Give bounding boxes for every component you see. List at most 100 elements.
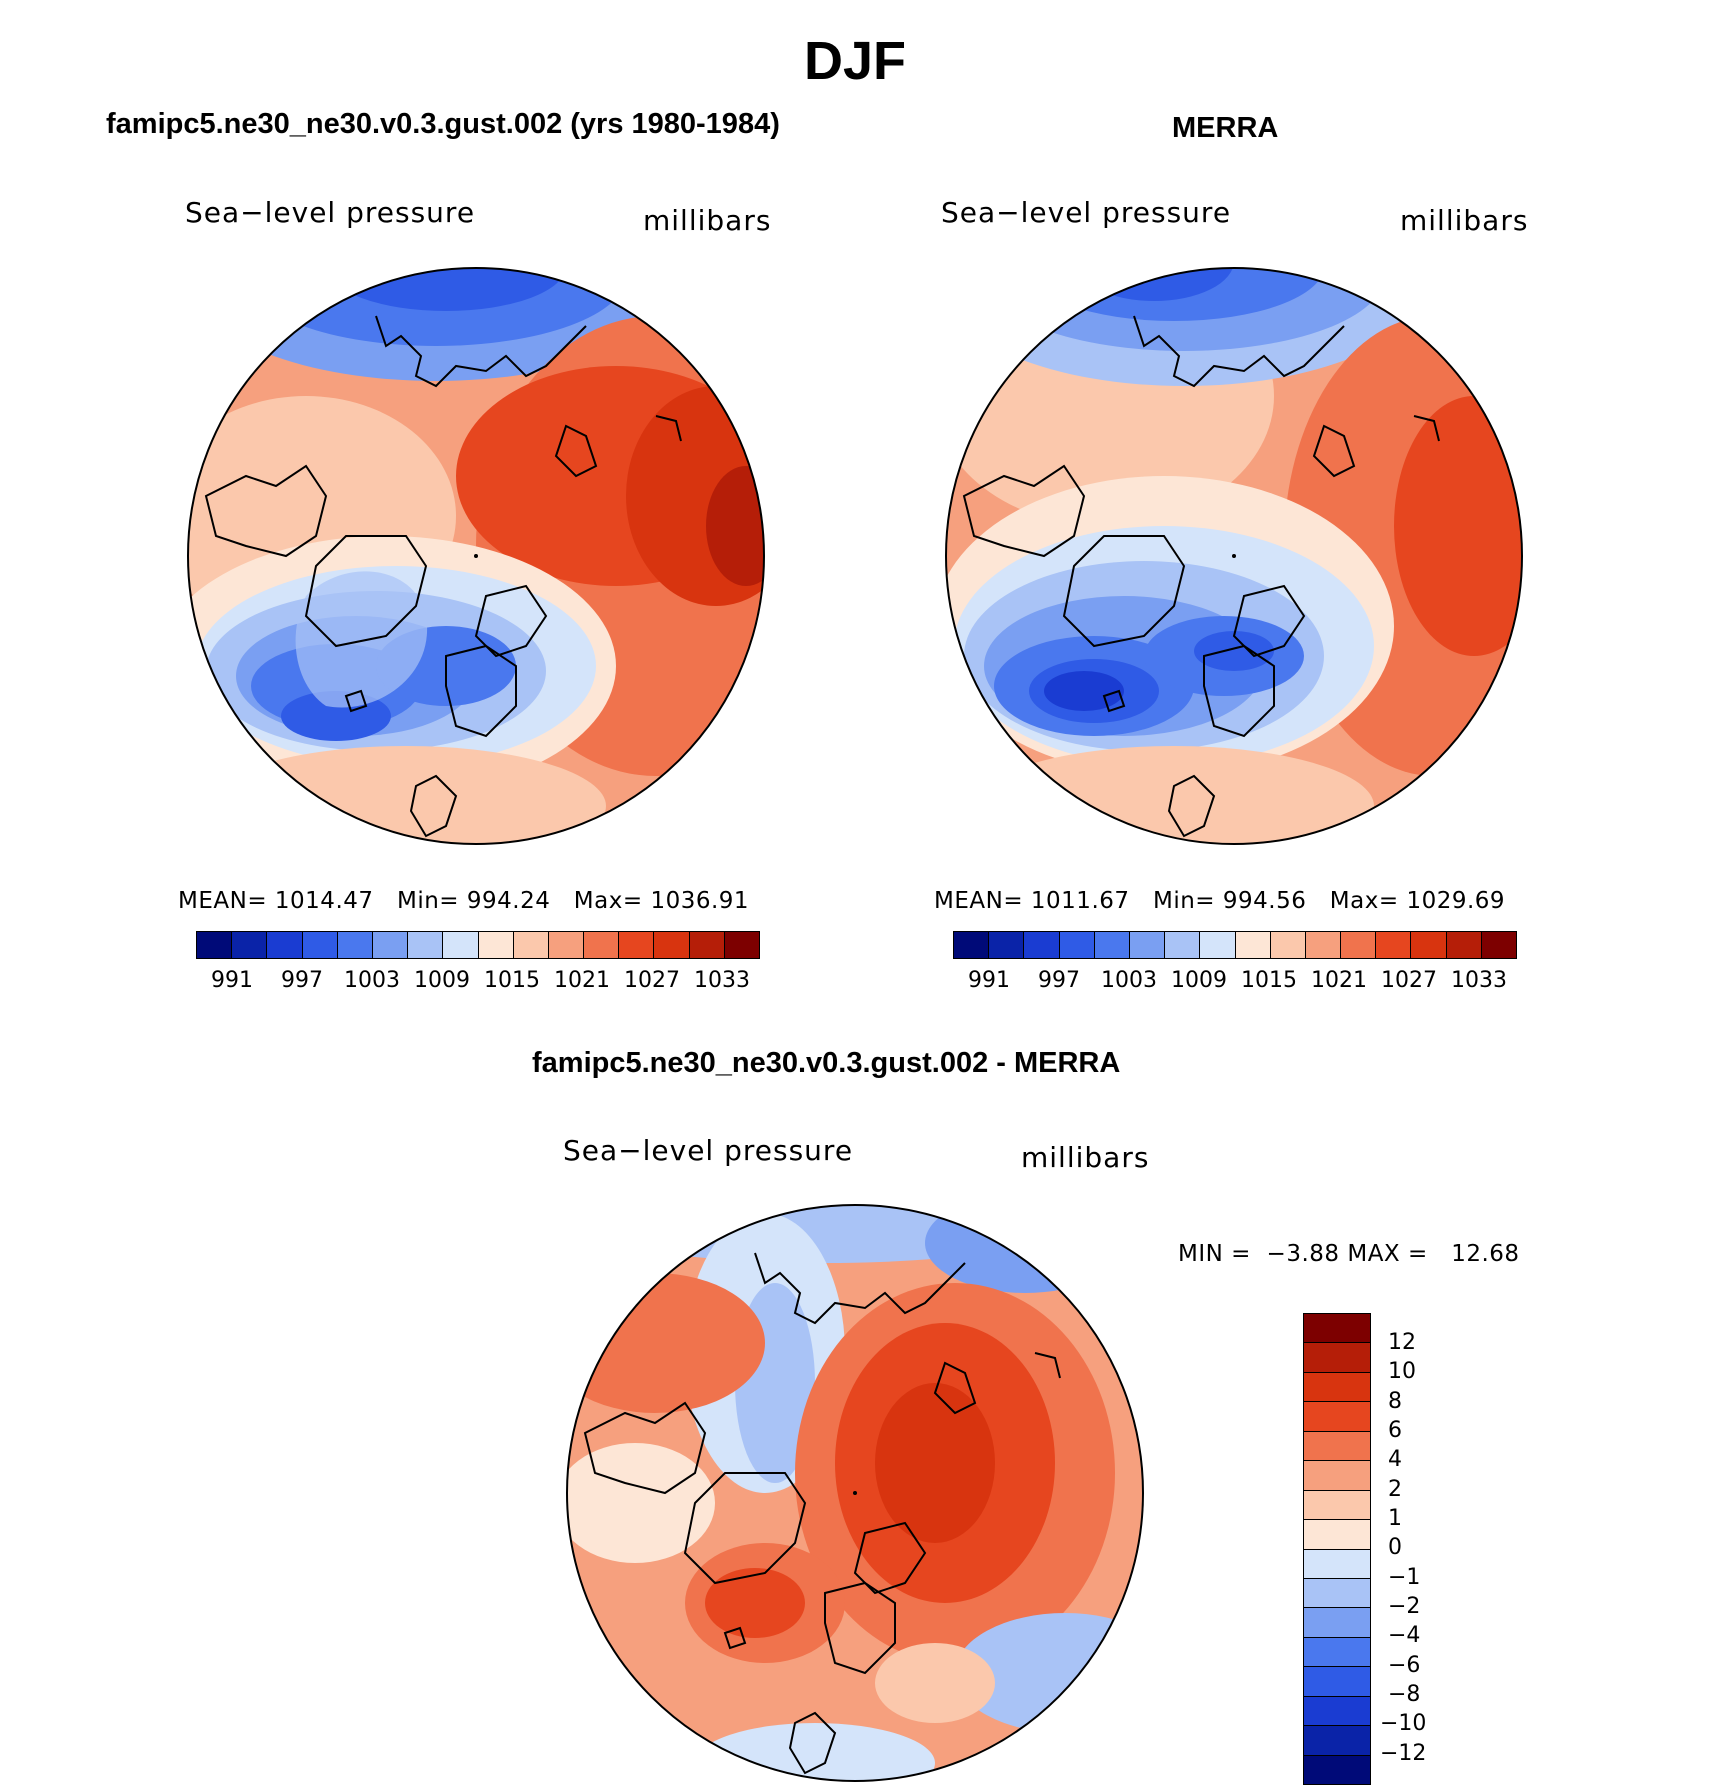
colorbar-swatch: [548, 932, 585, 958]
max-label: Max=: [1329, 888, 1399, 914]
colorbar-tick: 1009: [1171, 968, 1227, 993]
colorbar-tick: 12: [1388, 1330, 1416, 1355]
colorbar-swatch: [1304, 1755, 1370, 1784]
colorbar-tick: 991: [211, 968, 253, 993]
variable-label-difference: Sea−level pressure: [563, 1134, 854, 1167]
colorbar-tick: 1003: [1101, 968, 1157, 993]
colorbar-swatch: [1304, 1726, 1370, 1756]
colorbar-swatch: [478, 932, 514, 958]
colorbar-swatch: [408, 932, 444, 958]
colorbar-swatch: [1304, 1608, 1370, 1638]
colorbar-tick: 1015: [484, 968, 540, 993]
panel-title-difference: famipc5.ne30_ne30.v0.3.gust.002 - MERRA: [532, 1047, 1121, 1079]
min-value: 994.24: [466, 888, 551, 914]
colorbar-swatch: [954, 932, 990, 958]
colorbar-swatch: [1270, 932, 1306, 958]
colorbar-tick: −4: [1388, 1623, 1421, 1648]
colorbar-tick: 10: [1388, 1359, 1416, 1384]
colorbar-swatch: [1376, 932, 1412, 958]
colorbar-swatch: [337, 932, 373, 958]
colorbar-tick: 4: [1388, 1447, 1402, 1472]
colorbar-tick: −1: [1388, 1565, 1421, 1590]
colorbar-tick: 991: [968, 968, 1010, 993]
colorbar-swatch: [619, 932, 655, 958]
variable-label-model: Sea−level pressure: [185, 196, 476, 229]
colorbar-tick: 6: [1388, 1418, 1402, 1443]
max-value: 12.68: [1451, 1241, 1520, 1267]
colorbar-swatch: [372, 932, 409, 958]
polar-map-model: [187, 267, 765, 845]
colorbar-swatch: [1341, 932, 1377, 958]
max-value: 1029.69: [1406, 888, 1506, 914]
colorbar-swatch: [1304, 1431, 1370, 1462]
colorbar-tick: 1027: [1381, 968, 1437, 993]
min-label: MIN =: [1178, 1241, 1251, 1267]
colorbar-swatch: [1304, 1402, 1370, 1432]
colorbar-swatch: [1200, 932, 1236, 958]
colorbar-swatch: [1235, 932, 1271, 958]
colorbar-tick: −12: [1380, 1741, 1427, 1766]
colorbar-tick: 1: [1388, 1506, 1402, 1531]
colorbar-swatch: [724, 932, 759, 958]
colorbar-tick: 2: [1388, 1477, 1402, 1502]
units-label-difference: millibars: [1021, 1141, 1150, 1174]
colorbar-swatch: [1304, 1461, 1370, 1491]
units-label-model: millibars: [643, 204, 772, 237]
colorbar-swatch: [1059, 932, 1095, 958]
colorbar-swatch: [1304, 1667, 1370, 1697]
colorbar-swatch: [1304, 1520, 1370, 1550]
colorbar-swatch: [1304, 1490, 1370, 1521]
colorbar-tick: 1033: [1451, 968, 1507, 993]
colorbar-swatch: [1446, 932, 1482, 958]
colorbar-swatch: [443, 932, 479, 958]
colorbar-swatch: [1304, 1549, 1370, 1579]
colorbar-tick: 0: [1388, 1535, 1402, 1560]
panel-title-merra: MERRA: [1172, 112, 1279, 144]
stats-difference: MIN = −3.88 MAX = 12.68: [1178, 1241, 1520, 1267]
colorbar-swatch: [1304, 1314, 1370, 1344]
min-value: −3.88: [1266, 1241, 1340, 1267]
colorbar-difference: [1303, 1313, 1371, 1785]
stats-model: MEAN= 1014.47 Min= 994.24 Max= 1036.91: [178, 888, 749, 914]
colorbar-tick: −8: [1388, 1682, 1421, 1707]
colorbar-swatch: [1305, 932, 1342, 958]
mean-label: MEAN=: [934, 888, 1024, 914]
colorbar-swatch: [689, 932, 725, 958]
colorbar-tick: 1027: [624, 968, 680, 993]
polar-map-merra: [945, 267, 1523, 845]
stats-merra: MEAN= 1011.67 Min= 994.56 Max= 1029.69: [934, 888, 1505, 914]
colorbar-tick: −6: [1388, 1653, 1421, 1678]
max-label: Max=: [573, 888, 643, 914]
colorbar-swatch: [232, 932, 268, 958]
polar-map-difference: [566, 1204, 1144, 1782]
colorbar-swatch: [1094, 932, 1130, 958]
colorbar-swatch: [1411, 932, 1447, 958]
colorbar-tick: 1009: [414, 968, 470, 993]
colorbar-swatch: [1304, 1578, 1370, 1609]
colorbar-tick: −10: [1380, 1711, 1427, 1736]
min-label: Min=: [396, 888, 460, 914]
colorbar-swatch: [584, 932, 620, 958]
figure-title: DJF: [803, 31, 906, 91]
colorbar-swatch: [513, 932, 549, 958]
panel-title-model: famipc5.ne30_ne30.v0.3.gust.002 (yrs 198…: [106, 108, 780, 140]
max-label: MAX =: [1347, 1241, 1428, 1267]
colorbar-swatch: [1304, 1637, 1370, 1668]
colorbar-swatch: [654, 932, 690, 958]
colorbar-tick: 1021: [1311, 968, 1367, 993]
colorbar-swatch: [989, 932, 1025, 958]
colorbar-swatch: [1304, 1372, 1370, 1403]
colorbar-swatch: [267, 932, 303, 958]
colorbar-swatch: [197, 932, 233, 958]
colorbar-tick: 1033: [694, 968, 750, 993]
colorbar-swatch: [1024, 932, 1060, 958]
colorbar-tick: 1015: [1241, 968, 1297, 993]
colorbar-model: [196, 931, 760, 959]
mean-value: 1014.47: [274, 888, 374, 914]
max-value: 1036.91: [650, 888, 750, 914]
colorbar-swatch: [1304, 1343, 1370, 1373]
variable-label-merra: Sea−level pressure: [941, 196, 1232, 229]
colorbar-swatch: [1129, 932, 1166, 958]
colorbar-tick: 8: [1388, 1389, 1402, 1414]
units-label-merra: millibars: [1400, 204, 1529, 237]
